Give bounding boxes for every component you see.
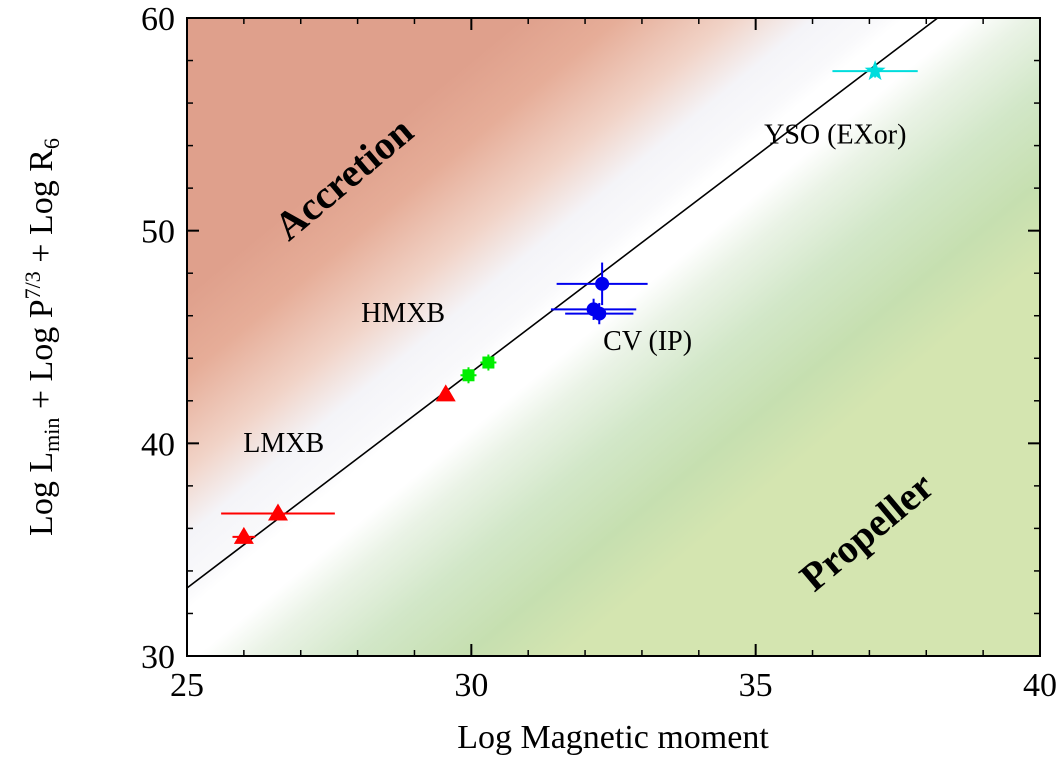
class-label: CV (IP) xyxy=(603,326,692,357)
triangle-marker xyxy=(267,503,288,521)
y-tick-label: 50 xyxy=(141,214,175,251)
data-point xyxy=(832,60,918,81)
x-tick-label: 25 xyxy=(170,667,204,704)
class-label: HMXB xyxy=(361,298,445,329)
data-point xyxy=(232,526,256,544)
x-axis-title: Log Magnetic moment xyxy=(457,719,769,756)
star-marker xyxy=(864,60,886,81)
plot-frame xyxy=(186,17,1041,657)
y-tick-label: 60 xyxy=(141,1,175,38)
triangle-marker xyxy=(435,384,456,402)
y-tick-label: 40 xyxy=(141,426,175,463)
x-tick-label: 40 xyxy=(1023,667,1057,704)
plot-area xyxy=(187,18,1040,656)
x-tick-label: 30 xyxy=(454,667,488,704)
triangle-marker xyxy=(233,526,254,544)
y-axis-title-part: 6 xyxy=(39,138,64,149)
circle-marker xyxy=(592,306,607,321)
class-label: YSO (EXor) xyxy=(764,119,906,150)
data-point xyxy=(460,367,477,384)
circle-marker xyxy=(595,276,610,291)
plot-background xyxy=(187,18,1040,656)
y-axis-title-part: Log L xyxy=(23,452,60,536)
data-point xyxy=(435,384,456,402)
data-point xyxy=(480,354,497,371)
y-axis-title-part: + Log P xyxy=(23,299,60,417)
y-axis-title: Log Lmin + Log P7/3 + Log R6 xyxy=(20,138,64,536)
data-point xyxy=(565,302,634,325)
y-axis-title-part: + Log R xyxy=(23,149,60,271)
class-label: LMXB xyxy=(243,428,324,459)
y-axis-title-part: min xyxy=(39,418,64,452)
boundary-line xyxy=(187,18,939,589)
x-tick-label: 35 xyxy=(739,667,773,704)
y-tick-label: 30 xyxy=(141,639,175,676)
y-axis-title-part: 7/3 xyxy=(20,271,45,299)
data-point xyxy=(221,503,335,521)
data-point xyxy=(556,262,648,306)
